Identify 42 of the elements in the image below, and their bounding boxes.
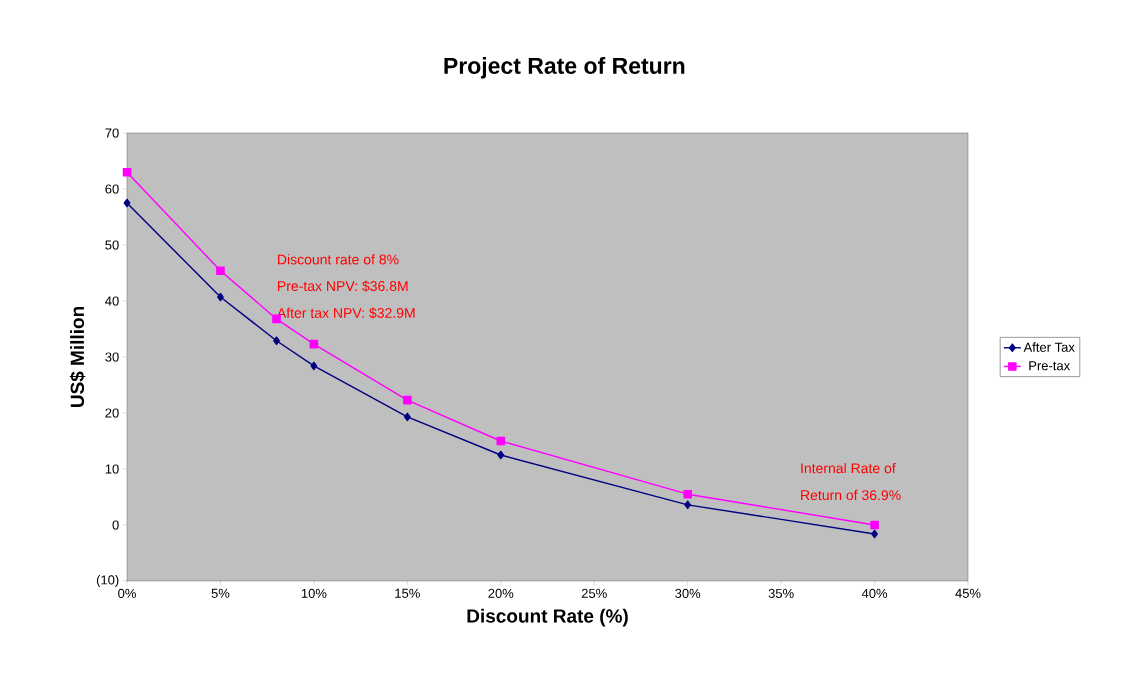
x-tick-label: 30% bbox=[675, 588, 701, 598]
point bbox=[497, 450, 505, 460]
y-tick-label: 50 bbox=[105, 240, 119, 250]
y-tick-label: 10 bbox=[105, 464, 119, 474]
point bbox=[496, 436, 506, 446]
annotation: Internal Rate of bbox=[801, 462, 896, 474]
annotation: After tax NPV: $32.9M bbox=[276, 307, 415, 319]
point bbox=[403, 395, 412, 405]
x-tick-label: 45% bbox=[955, 588, 981, 598]
y-tick-label: 60 bbox=[105, 184, 119, 194]
y-tick-label: 20 bbox=[105, 408, 119, 418]
annotation: Pre-tax NPV: $36.8M bbox=[278, 280, 408, 292]
x-tick-label: 20% bbox=[488, 588, 514, 598]
legend-label: After Tax bbox=[1023, 342, 1075, 352]
y-tick-label: (10) bbox=[96, 574, 119, 588]
point bbox=[217, 292, 224, 302]
point bbox=[403, 412, 411, 422]
point bbox=[273, 336, 280, 346]
point bbox=[216, 266, 225, 276]
x-tick-label: 35% bbox=[768, 588, 794, 598]
y-tick-label: 30 bbox=[105, 352, 119, 362]
legend-label: Pre-tax bbox=[1029, 361, 1070, 371]
x-tick-label: 25% bbox=[581, 588, 607, 598]
point bbox=[683, 489, 692, 499]
point bbox=[684, 500, 692, 510]
point bbox=[871, 529, 878, 539]
x-tick-label: 5% bbox=[211, 588, 230, 598]
y-axis-title: US$ Million bbox=[69, 306, 86, 408]
x-tick-label: 15% bbox=[395, 588, 420, 598]
y-tick-label: 0 bbox=[112, 520, 119, 530]
point bbox=[870, 520, 879, 530]
x-tick-label: 0% bbox=[118, 588, 136, 598]
annotation: Discount rate of 8% bbox=[278, 254, 399, 265]
chart-title: Project Rate of Return bbox=[444, 57, 685, 79]
point bbox=[123, 198, 131, 208]
y-tick-label: 70 bbox=[105, 128, 119, 138]
x-axis-title: Discount Rate (%) bbox=[467, 608, 628, 627]
point bbox=[310, 361, 318, 371]
annotation: Return of 36.9% bbox=[801, 489, 901, 501]
x-tick-label: 40% bbox=[861, 588, 888, 598]
y-tick-label: 40 bbox=[105, 296, 119, 306]
x-tick-label: 10% bbox=[301, 588, 327, 598]
